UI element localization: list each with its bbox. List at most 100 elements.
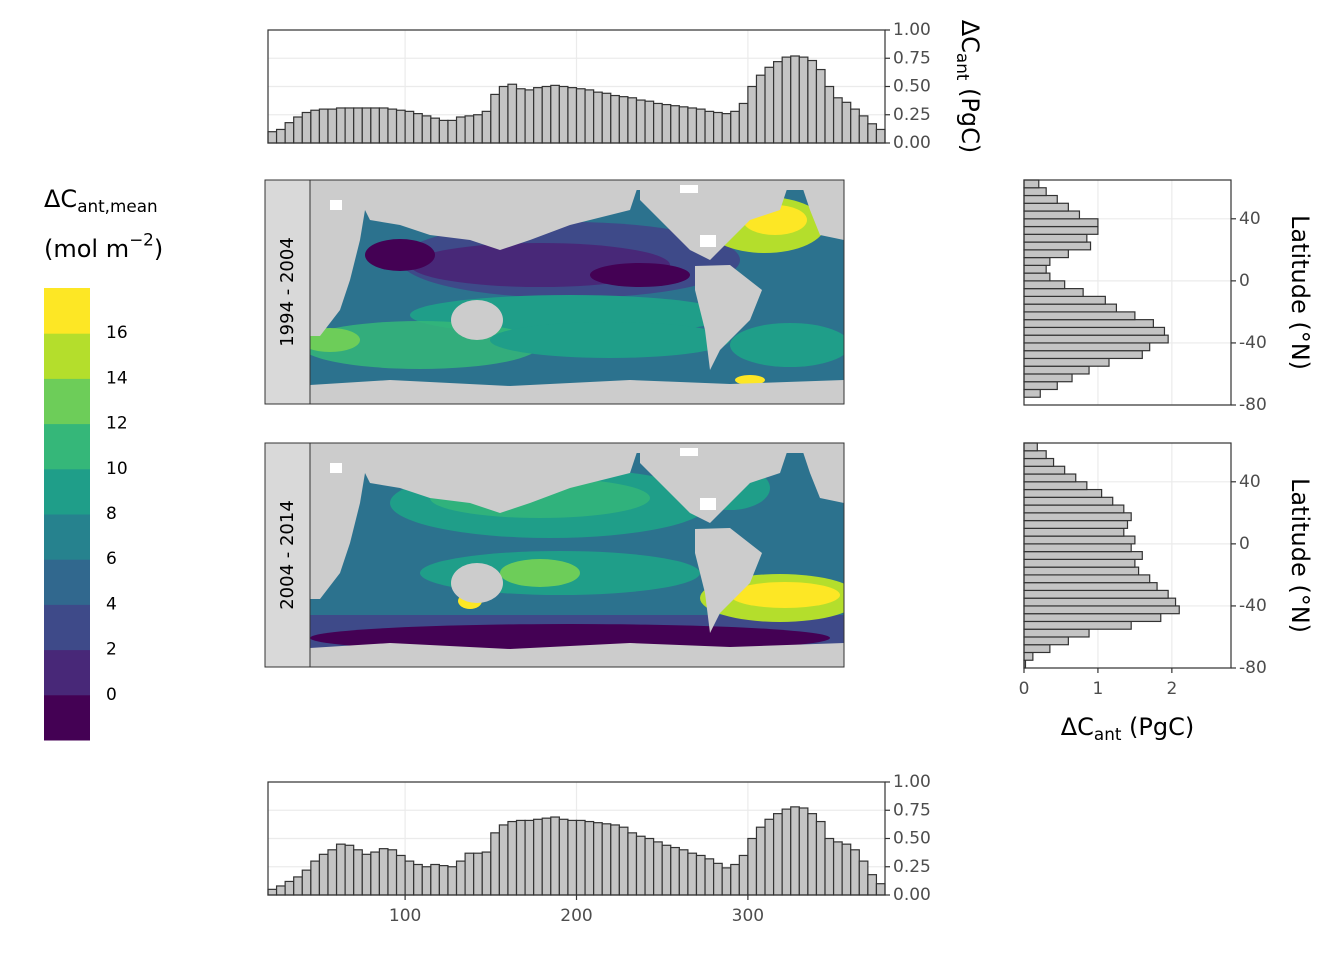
- color-step: [44, 288, 90, 334]
- panel-border: [1023, 179, 1232, 406]
- bar: [1023, 342, 1151, 352]
- bar: [344, 107, 355, 144]
- bar: [567, 819, 578, 896]
- y-axis-title: Latitude (°N): [1286, 215, 1314, 370]
- bar: [832, 97, 843, 144]
- bar: [404, 860, 415, 896]
- bar: [1023, 295, 1106, 305]
- bar: [635, 99, 646, 144]
- bar: [558, 85, 569, 144]
- bar: [747, 837, 758, 896]
- bar: [1023, 450, 1047, 460]
- bar: [790, 806, 800, 896]
- bar: [1023, 512, 1132, 522]
- bar: [1023, 644, 1051, 654]
- bar: [738, 854, 749, 896]
- bar: [1023, 582, 1158, 592]
- bar: [584, 820, 595, 896]
- bar: [421, 115, 432, 144]
- bar: [1023, 288, 1084, 297]
- bar: [413, 113, 423, 144]
- legend-tick-label: 16: [106, 323, 128, 343]
- bar: [447, 119, 458, 144]
- bar: [550, 816, 560, 896]
- bar: [1023, 187, 1047, 197]
- y-tick-label: 0.25: [893, 857, 931, 877]
- bar: [370, 107, 381, 144]
- bar: [721, 867, 732, 896]
- bar: [653, 102, 663, 144]
- legend-title-main: ΔC: [44, 185, 77, 213]
- bar: [490, 832, 500, 896]
- bar: [721, 113, 732, 144]
- bar: [790, 55, 800, 144]
- bar: [738, 102, 749, 144]
- bar: [704, 110, 715, 144]
- bar: [704, 858, 715, 896]
- bar: [473, 114, 483, 144]
- bar: [764, 66, 775, 144]
- bar: [507, 83, 518, 144]
- bar: [293, 876, 303, 896]
- bar: [541, 85, 552, 144]
- legend-title: (mol m−2): [44, 229, 163, 263]
- bar: [335, 843, 346, 896]
- bar: [524, 89, 535, 144]
- bar: [601, 823, 612, 896]
- color-step: [44, 333, 90, 379]
- bar: [438, 119, 449, 144]
- bar: [301, 111, 312, 144]
- bar: [1023, 319, 1154, 329]
- bar: [395, 854, 406, 896]
- bar: [1023, 504, 1125, 514]
- bar: [455, 116, 466, 144]
- bar: [867, 874, 878, 896]
- bar: [627, 832, 638, 896]
- bar: [567, 87, 578, 144]
- y-tick-label: 0.50: [893, 77, 931, 97]
- bar: [764, 818, 775, 896]
- bar: [575, 88, 586, 144]
- bar: [464, 115, 475, 144]
- y-tick-label: 1.00: [893, 20, 931, 40]
- bar: [1023, 519, 1129, 529]
- bar: [584, 89, 595, 144]
- bar: [832, 841, 843, 896]
- bar: [430, 117, 440, 144]
- bar: [353, 107, 363, 144]
- y-tick-label: 0.25: [893, 105, 931, 125]
- y-axis-title: Latitude (°N): [1286, 478, 1314, 633]
- bar: [533, 87, 543, 144]
- bar: [755, 826, 766, 896]
- bar: [730, 110, 740, 144]
- x-axis-title-main: ΔC: [1061, 713, 1094, 741]
- bar: [284, 880, 295, 896]
- bar: [524, 819, 535, 896]
- bar: [464, 852, 475, 896]
- y-tick-label: -80: [1239, 395, 1267, 415]
- bar: [1023, 527, 1125, 537]
- bar: [610, 824, 620, 896]
- bar: [370, 851, 381, 896]
- bar: [1023, 496, 1114, 506]
- bar: [618, 96, 629, 144]
- bar: [1023, 651, 1034, 661]
- legend-title: ΔCant,mean: [44, 185, 158, 216]
- bar: [1023, 303, 1118, 313]
- bar: [1023, 473, 1077, 483]
- legend-title-sup: −2: [129, 229, 154, 249]
- bar: [695, 854, 706, 896]
- legend-title-after: ): [154, 235, 163, 263]
- y-tick-label: 40: [1239, 472, 1261, 492]
- bar: [593, 822, 603, 896]
- bar: [558, 818, 569, 896]
- bar: [875, 128, 886, 144]
- bar: [670, 105, 680, 144]
- y-tick-label: 0.75: [893, 48, 931, 68]
- bar: [1023, 381, 1058, 391]
- bar: [301, 869, 312, 896]
- bar: [344, 844, 355, 896]
- bar: [1023, 249, 1069, 259]
- bar: [841, 843, 852, 896]
- bar: [730, 863, 740, 896]
